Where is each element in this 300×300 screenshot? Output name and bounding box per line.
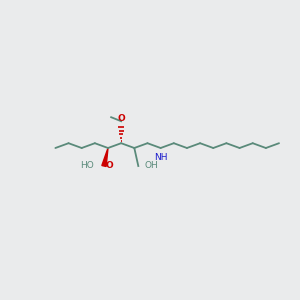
Text: OH: OH bbox=[144, 161, 158, 170]
Text: O: O bbox=[105, 161, 113, 170]
Text: HO: HO bbox=[80, 161, 94, 170]
Text: O: O bbox=[117, 114, 125, 123]
Text: NH: NH bbox=[154, 152, 167, 161]
Polygon shape bbox=[102, 148, 108, 167]
